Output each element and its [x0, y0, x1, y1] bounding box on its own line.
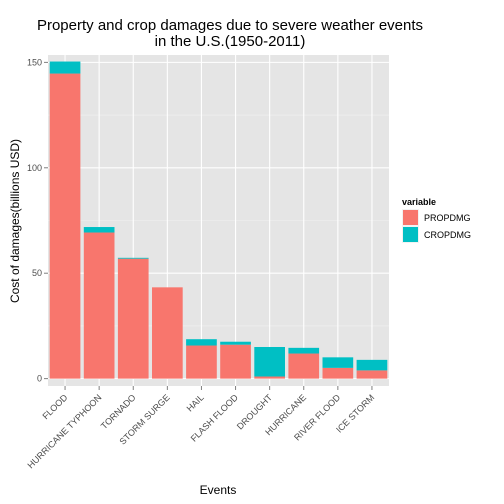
- y-axis-title: Cost of damages(billions USD): [8, 139, 22, 303]
- bar-propdmg-ice-storm: [356, 370, 388, 379]
- y-tick-label: 50: [32, 268, 42, 278]
- legend-key-cropdmg: [403, 227, 418, 242]
- chart-title-line2: in the U.S.(1950-2011): [155, 33, 306, 50]
- x-axis-title: Events: [200, 483, 237, 497]
- bar-propdmg-river-flood: [322, 367, 354, 379]
- bar-propdmg-hurricane: [288, 353, 320, 379]
- bar-propdmg-flash-flood: [220, 344, 251, 379]
- legend-label-cropdmg: CROPDMG: [424, 230, 471, 240]
- legend-title: variable: [402, 197, 436, 207]
- bar-propdmg-hurricane-typhoon: [83, 232, 115, 379]
- y-tick-label: 150: [27, 57, 42, 67]
- y-axis: 0 50 100 150: [27, 57, 48, 384]
- bar-cropdmg-hurricane-typhoon: [83, 227, 115, 233]
- bar-cropdmg-hail: [186, 339, 217, 346]
- bars: [49, 61, 388, 379]
- legend-label-propdmg: PROPDMG: [424, 213, 471, 223]
- y-tick-label: 100: [27, 163, 42, 173]
- bar-propdmg-hail: [186, 345, 217, 379]
- bar-cropdmg-flash-flood: [220, 341, 251, 345]
- bar-cropdmg-ice-storm: [356, 359, 388, 371]
- bar-propdmg-flood: [49, 73, 81, 379]
- bar-cropdmg-tornado: [117, 257, 149, 259]
- bar-propdmg-drought: [254, 376, 285, 379]
- chart-title-line1: Property and crop damages due to severe …: [37, 17, 423, 34]
- x-tick-label: FLOOD: [40, 392, 69, 421]
- y-tick-label: 0: [37, 374, 42, 384]
- bar-cropdmg-flood: [49, 61, 81, 74]
- legend: variable PROPDMG CROPDMG: [402, 197, 471, 243]
- bar-propdmg-storm-surge: [152, 287, 183, 379]
- bar-cropdmg-drought: [254, 346, 285, 377]
- bar-propdmg-tornado: [117, 258, 149, 379]
- x-tick-label: HAIL: [185, 392, 206, 413]
- legend-key-propdmg: [403, 210, 418, 225]
- bar-cropdmg-hurricane: [288, 347, 320, 354]
- bar-cropdmg-river-flood: [322, 357, 354, 368]
